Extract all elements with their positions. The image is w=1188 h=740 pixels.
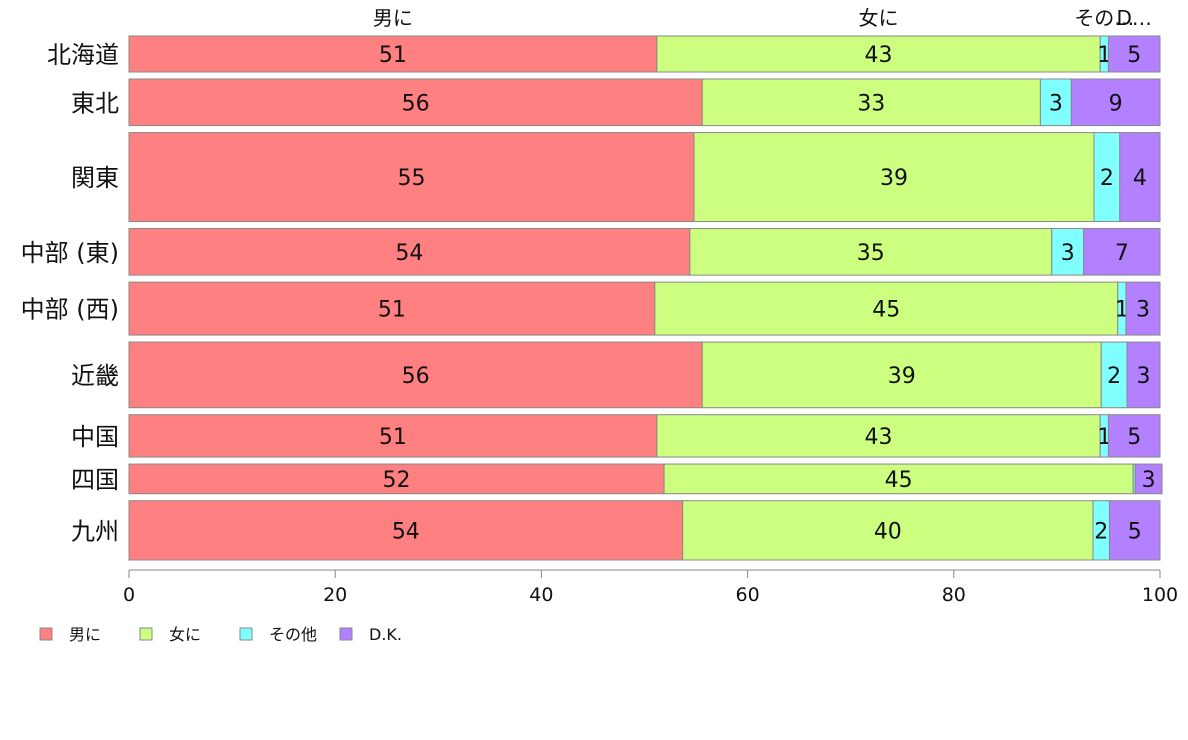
data-label: 1 [1097, 425, 1111, 450]
bar-segment [1108, 500, 1161, 561]
category-label: 中国 [71, 423, 119, 451]
data-label: 9 [1109, 91, 1123, 116]
data-label: 51 [379, 425, 407, 450]
legend-label: D.K. [369, 625, 402, 644]
x-tick-label: 100 [1142, 584, 1178, 606]
bar-segment [128, 414, 658, 458]
bar-segment [1039, 78, 1072, 127]
data-label: 45 [872, 298, 900, 323]
bar-segment [1134, 463, 1163, 495]
data-label: 1 [1115, 298, 1129, 323]
data-label: 39 [888, 364, 916, 389]
bar-segment [1100, 341, 1128, 409]
x-tick-label: 20 [323, 584, 347, 606]
data-label: 39 [880, 166, 908, 191]
data-label: 54 [395, 241, 423, 266]
bar-segment [689, 228, 1053, 276]
data-label: 43 [865, 425, 893, 450]
series-top-label: その… [1074, 6, 1134, 30]
data-label: 56 [402, 91, 430, 116]
data-label: 35 [857, 241, 885, 266]
bar-segment [1119, 132, 1161, 223]
data-label: 51 [379, 43, 407, 68]
series-top-label: 女に [859, 6, 899, 30]
data-label: 2 [1100, 166, 1114, 191]
category-label: 九州 [71, 517, 119, 545]
data-label: 3 [1142, 468, 1156, 493]
category-label: 中部 (西) [21, 296, 119, 324]
legend-swatch [339, 627, 353, 641]
series-top-label: D… [1117, 6, 1152, 30]
x-tick-label: 0 [123, 584, 135, 606]
legend-swatch [39, 627, 53, 641]
bar-segment [1126, 341, 1161, 409]
data-label: 56 [402, 364, 430, 389]
bar-segment [128, 35, 658, 73]
category-label: 関東 [71, 164, 119, 192]
data-label: 40 [874, 519, 902, 544]
data-label: 51 [378, 298, 406, 323]
category-label: 北海道 [47, 41, 119, 69]
x-tick-label: 60 [736, 584, 760, 606]
legend-swatch [239, 627, 253, 641]
data-label: 33 [857, 91, 885, 116]
data-label: 5 [1128, 519, 1142, 544]
legend-label: 女に [169, 625, 201, 644]
bar-segment [128, 228, 691, 276]
bar-segment [1107, 35, 1161, 73]
bar-segment [701, 78, 1041, 127]
legend-swatch [139, 627, 153, 641]
bar-segment [128, 500, 684, 561]
bar-segment [1070, 78, 1161, 127]
data-label: 1 [1097, 43, 1111, 68]
bar-segment [656, 414, 1101, 458]
data-label: 5 [1127, 425, 1141, 450]
series-top-label: 男に [373, 6, 413, 30]
data-label: 55 [397, 166, 425, 191]
data-label: 3 [1137, 364, 1151, 389]
bar-segment [663, 463, 1134, 495]
data-label: 3 [1061, 241, 1075, 266]
bar-segment [1125, 281, 1161, 336]
bar-segment [128, 132, 695, 223]
legend-label: 男に [69, 625, 101, 644]
data-label: 43 [865, 43, 893, 68]
x-tick-label: 40 [529, 584, 553, 606]
bar-segment [701, 341, 1102, 409]
bar-segment [656, 35, 1101, 73]
bar-segment [128, 341, 703, 409]
bar-segment [128, 281, 656, 336]
category-label: 中部 (東) [21, 239, 119, 267]
data-label: 3 [1049, 91, 1063, 116]
data-label: 2 [1094, 519, 1108, 544]
bar-segment [1107, 414, 1161, 458]
data-label: 52 [383, 468, 411, 493]
data-label: 2 [1107, 364, 1121, 389]
bar-segment [128, 78, 703, 127]
x-tick-label: 80 [942, 584, 966, 606]
category-label: 近畿 [71, 362, 119, 390]
bar-segment [128, 463, 665, 495]
data-label: 3 [1136, 298, 1150, 323]
data-label: 54 [392, 519, 420, 544]
data-label: 5 [1127, 43, 1141, 68]
bar-segment [693, 132, 1095, 223]
category-label: 東北 [71, 89, 119, 117]
data-label: 7 [1115, 241, 1129, 266]
data-label: 4 [1133, 166, 1147, 191]
legend-label: その他 [269, 625, 317, 644]
category-label: 四国 [71, 466, 119, 494]
bar-segment [1083, 228, 1161, 276]
bar-segment [654, 281, 1119, 336]
data-label: 45 [885, 468, 913, 493]
